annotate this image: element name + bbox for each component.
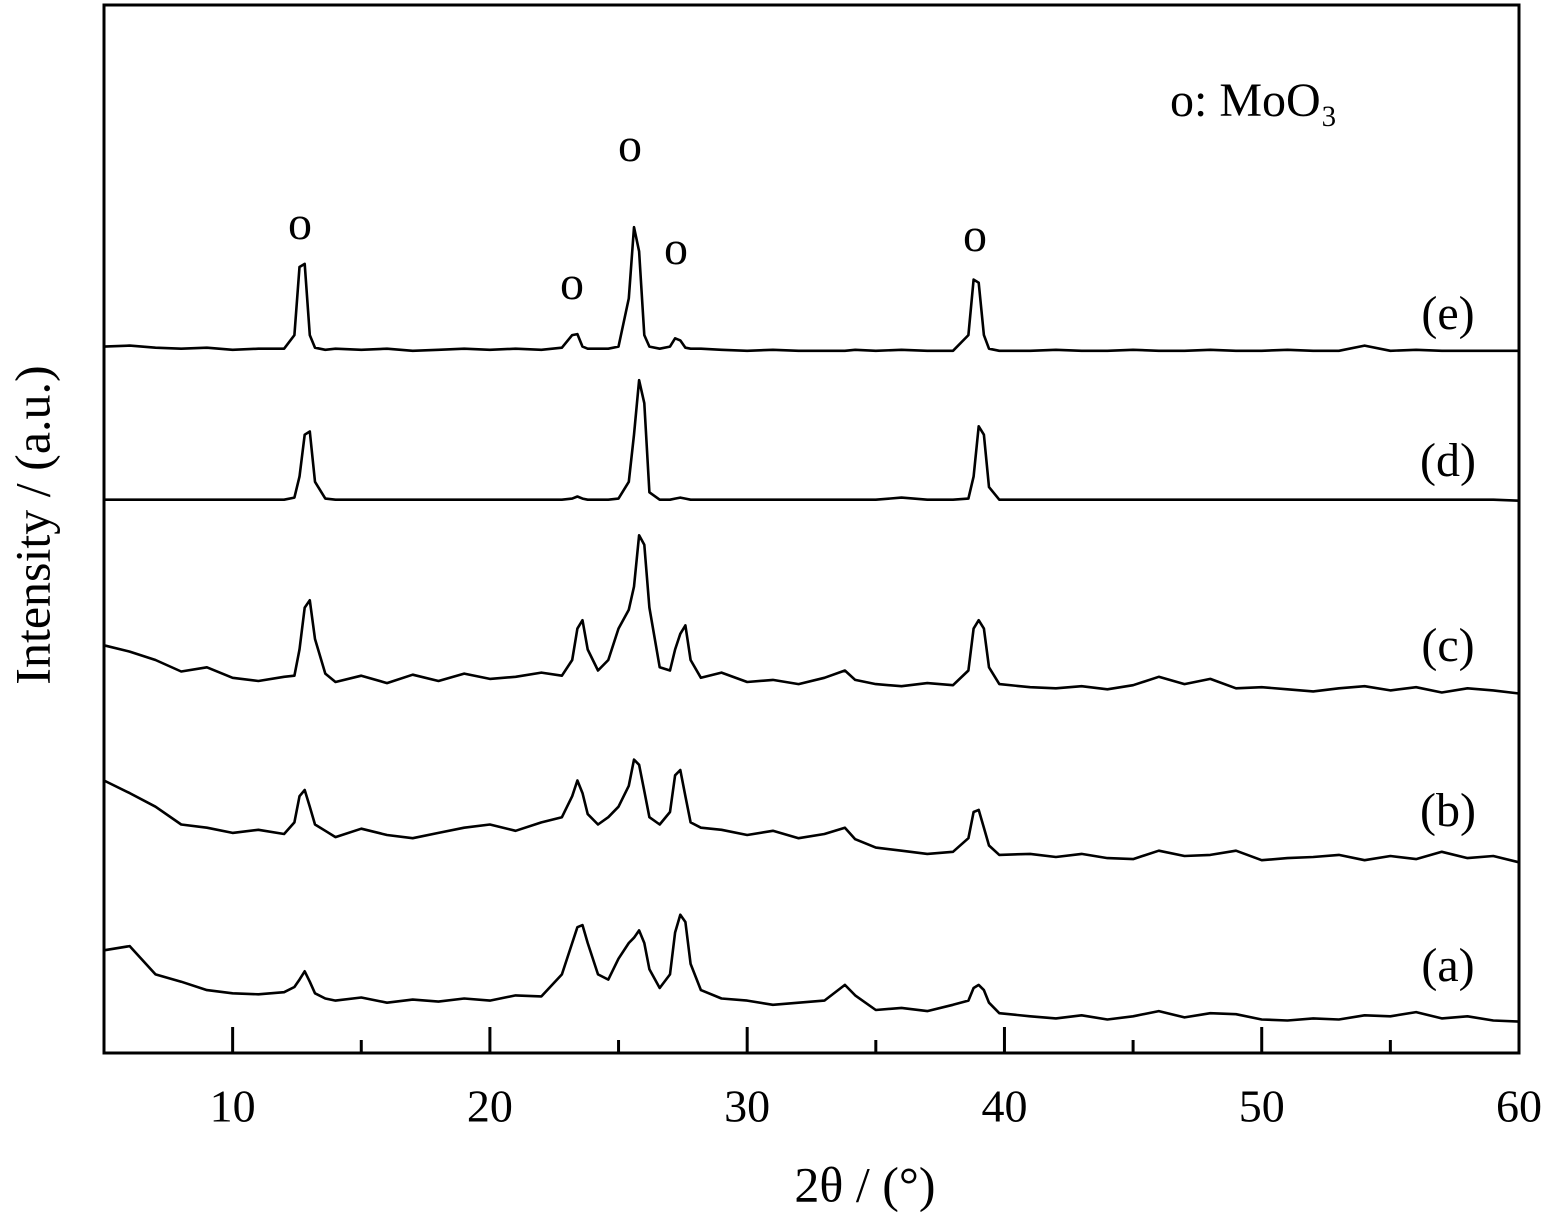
peak-marker: o: [288, 197, 312, 250]
x-tick-label: 30: [724, 1081, 770, 1132]
xrd-trace: [103, 758, 1520, 864]
plot-frame: [102, 3, 1521, 1055]
series-label: (d): [1420, 434, 1476, 487]
series-label: (b): [1420, 784, 1476, 837]
series-label: (a): [1421, 939, 1474, 992]
xrd-trace: [104, 378, 1520, 502]
x-tick-label: 10: [210, 1081, 256, 1132]
series-label: (c): [1421, 619, 1474, 672]
x-tick-label: 20: [467, 1081, 513, 1132]
legend-note: o: MoO₃: [1170, 74, 1337, 127]
xrd-trace: [103, 913, 1520, 1023]
x-tick-label: 60: [1496, 1081, 1542, 1132]
series-label: (e): [1421, 287, 1474, 340]
xrd-trace: [103, 534, 1520, 695]
peak-marker: o: [664, 222, 688, 275]
xrd-trace: [103, 225, 1519, 353]
x-tick-label: 50: [1239, 1081, 1285, 1132]
x-axis-label: 2θ / (°): [794, 1156, 935, 1212]
peak-marker: o: [618, 119, 642, 172]
peak-marker: o: [560, 257, 584, 310]
x-tick-label: 40: [981, 1081, 1027, 1132]
peak-marker: o: [963, 209, 987, 262]
y-axis-label: Intensity / (a.u.): [4, 365, 60, 684]
